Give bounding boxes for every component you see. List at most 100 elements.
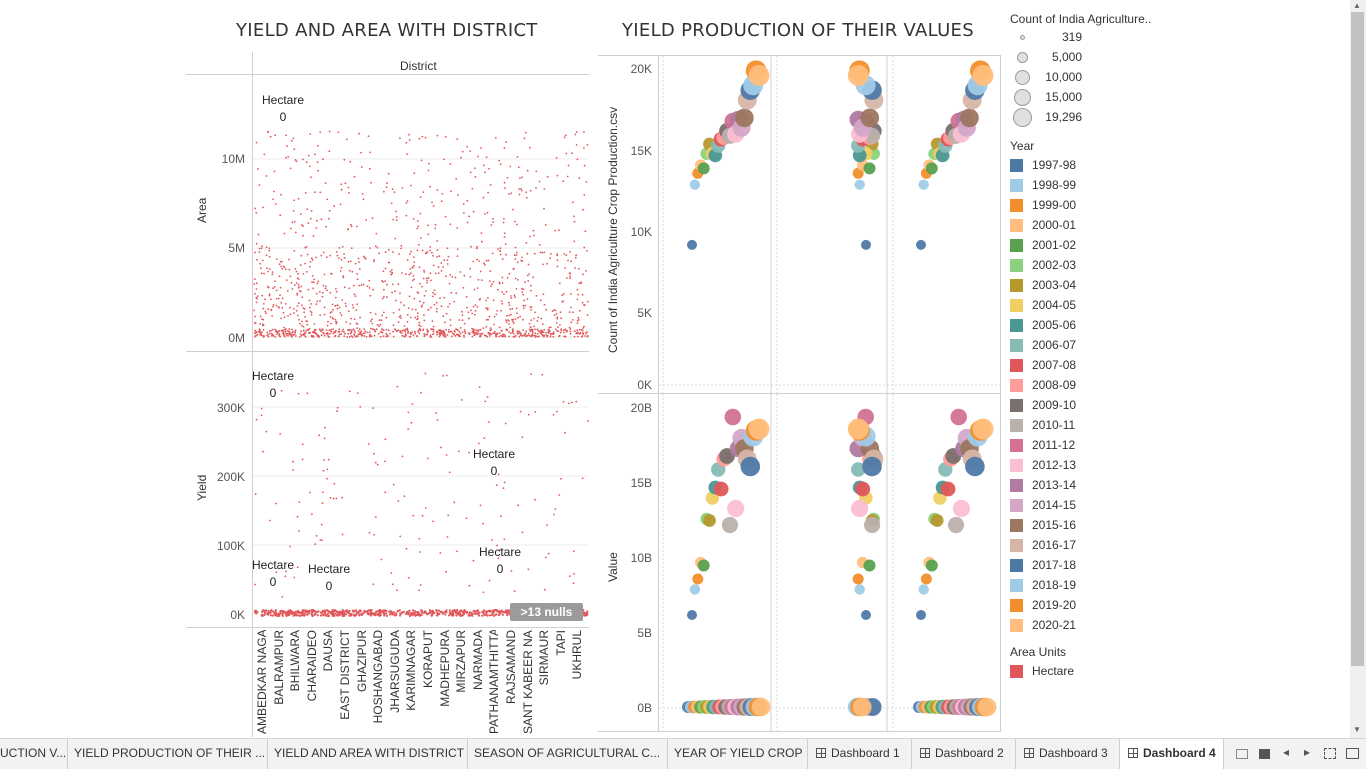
legend-item-hectare[interactable]: Hectare — [1010, 661, 1180, 681]
yield-point — [368, 531, 371, 534]
scrollbar-thumb[interactable] — [1351, 12, 1364, 666]
tab-dashboard-1[interactable]: Dashboard 1 — [808, 739, 912, 769]
area-point — [292, 308, 295, 310]
area-point — [277, 297, 280, 300]
area-point — [406, 259, 409, 261]
area-point — [266, 331, 269, 334]
scroll-up-icon[interactable]: ▲ — [1353, 1, 1361, 10]
count-bubble-plot[interactable] — [659, 56, 1000, 393]
area-point — [276, 333, 278, 335]
tab-dashboard-4[interactable]: Dashboard 4 — [1120, 739, 1224, 769]
area-point — [466, 306, 468, 309]
legend-item-year[interactable]: 2014-15 — [1010, 495, 1180, 515]
yield-point — [332, 497, 335, 500]
legend-item-year[interactable]: 2008-09 — [1010, 375, 1180, 395]
legend-item-year[interactable]: 2013-14 — [1010, 475, 1180, 495]
area-point — [364, 257, 367, 260]
previous-sheet-icon[interactable]: ◂ — [1283, 745, 1290, 759]
legend-item-year[interactable]: 2005-06 — [1010, 315, 1180, 335]
presentation-mode-icon[interactable] — [1346, 748, 1359, 759]
legend-item-year[interactable]: 2001-02 — [1010, 235, 1180, 255]
size-legend[interactable]: Count of India Agriculture.. 319 5,000 10,… — [1010, 12, 1180, 127]
show-tabs-icon[interactable] — [1259, 749, 1270, 759]
tab-yield-production[interactable]: YIELD PRODUCTION OF THEIR ... — [68, 739, 268, 769]
legend-item-year[interactable]: 1997-98 — [1010, 155, 1180, 175]
area-point — [514, 335, 517, 337]
area-point — [449, 330, 452, 333]
tab-dashboard-3[interactable]: Dashboard 3 — [1016, 739, 1120, 769]
area-point — [383, 190, 385, 193]
legend-item-year[interactable]: 2016-17 — [1010, 535, 1180, 555]
tab-dashboard-2[interactable]: Dashboard 2 — [912, 739, 1016, 769]
yield-point — [376, 610, 379, 613]
legend-item-year[interactable]: 2020-21 — [1010, 615, 1180, 635]
area-point — [487, 318, 489, 321]
legend-item-year[interactable]: 2006-07 — [1010, 335, 1180, 355]
show-filmstrip-icon[interactable] — [1236, 749, 1248, 759]
area-point — [431, 251, 433, 254]
legend-item-year[interactable]: 1999-00 — [1010, 195, 1180, 215]
yield-point — [446, 536, 449, 538]
area-point — [337, 330, 340, 333]
area-point — [473, 313, 476, 316]
yield-scatter-plot[interactable] — [253, 352, 589, 627]
area-point — [525, 330, 528, 333]
year-legend[interactable]: Year 1997-98 1998-99 1999-00 2000-01 2001-02… — [1010, 139, 1180, 635]
year-swatch — [1010, 558, 1023, 572]
area-point — [360, 284, 363, 287]
area-point — [555, 328, 557, 331]
area-point — [258, 247, 261, 250]
area-point — [340, 188, 343, 191]
legend-item-year[interactable]: 2012-13 — [1010, 455, 1180, 475]
area-point — [309, 133, 312, 135]
value-bubble-plot[interactable] — [659, 394, 1000, 731]
legend-item-year[interactable]: 2017-18 — [1010, 555, 1180, 575]
legend-item-year[interactable]: 2000-01 — [1010, 215, 1180, 235]
area-point — [503, 147, 506, 149]
right-pane-divider — [598, 393, 1000, 394]
legend-item-year[interactable]: 2009-10 — [1010, 395, 1180, 415]
legend-item-year[interactable]: 2018-19 — [1010, 575, 1180, 595]
dashboard-icon — [1128, 748, 1138, 758]
tab-year-of-yield-crop[interactable]: YEAR OF YIELD CROP — [668, 739, 808, 769]
area-point — [514, 296, 516, 299]
yield-point — [382, 612, 385, 615]
nulls-indicator[interactable]: >13 nulls — [510, 603, 583, 621]
area-point — [280, 265, 283, 268]
yield-point — [460, 614, 463, 617]
yield-point — [399, 535, 402, 538]
legend-item-year[interactable]: 2007-08 — [1010, 355, 1180, 375]
yield-tick: 100K — [216, 539, 245, 553]
legend-item-year[interactable]: 2002-03 — [1010, 255, 1180, 275]
year-swatch — [1010, 338, 1023, 352]
area-point — [542, 331, 545, 333]
area-point — [447, 305, 449, 308]
yield-point — [315, 535, 318, 537]
area-point — [446, 259, 449, 261]
area-point — [458, 330, 461, 333]
tab-yield-area-district[interactable]: YIELD AND AREA WITH DISTRICT — [268, 739, 468, 769]
tab-season-agricultural[interactable]: SEASON OF AGRICULTURAL C... — [468, 739, 668, 769]
legend-item-label: 2001-02 — [1032, 238, 1077, 252]
legend-item-year[interactable]: 2019-20 — [1010, 595, 1180, 615]
scroll-down-icon[interactable]: ▼ — [1353, 725, 1361, 734]
area-units-legend[interactable]: Area Units Hectare — [1010, 645, 1180, 681]
legend-item-year[interactable]: 1998-99 — [1010, 175, 1180, 195]
legend-item-year[interactable]: 2015-16 — [1010, 515, 1180, 535]
bubble-point — [925, 559, 938, 572]
legend-item-year[interactable]: 2004-05 — [1010, 295, 1180, 315]
yield-point — [306, 392, 309, 395]
fit-screen-icon[interactable] — [1324, 748, 1336, 759]
legend-item-year[interactable]: 2010-11 — [1010, 415, 1180, 435]
area-point — [561, 294, 564, 297]
yield-point — [465, 610, 468, 613]
area-point — [417, 317, 419, 320]
area-scatter-plot[interactable] — [253, 75, 589, 351]
legend-item-year[interactable]: 2011-12 — [1010, 435, 1180, 455]
tab-production-values[interactable]: UCTION V... — [0, 739, 68, 769]
next-sheet-icon[interactable]: ▸ — [1304, 745, 1311, 759]
area-point — [291, 288, 294, 290]
legend-item-year[interactable]: 2003-04 — [1010, 275, 1180, 295]
area-point — [307, 154, 310, 157]
area-point — [296, 305, 299, 307]
